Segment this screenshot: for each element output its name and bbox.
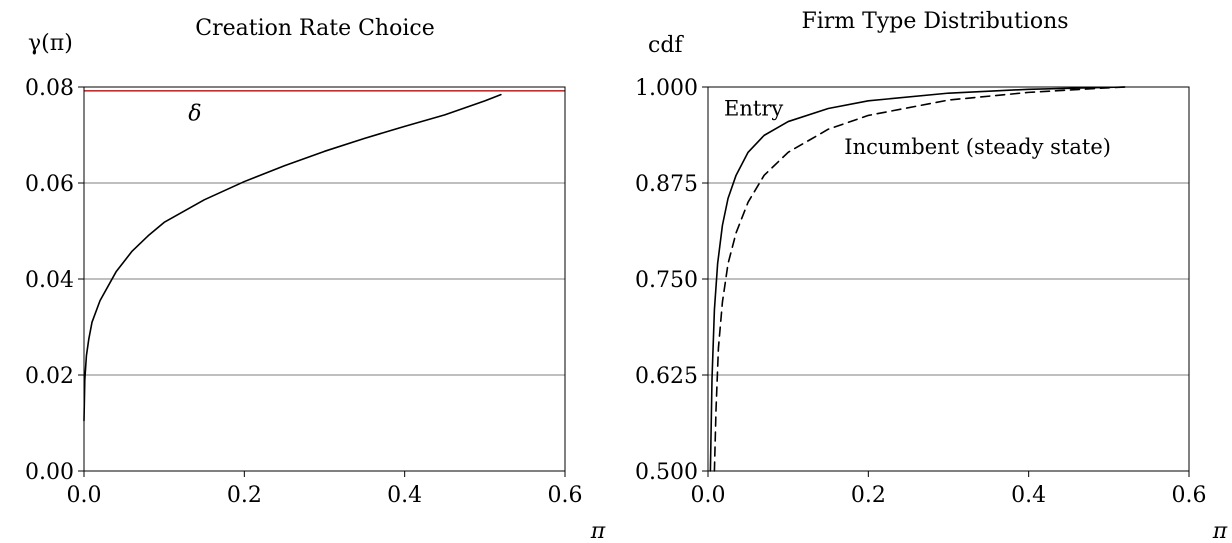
y-tick-label: 1.000 bbox=[635, 76, 698, 101]
x-tick-label: 0.4 bbox=[387, 483, 422, 508]
chart-title: Creation Rate Choice bbox=[195, 16, 434, 41]
x-tick-label: 0.2 bbox=[227, 483, 262, 508]
x-tick-label: 0.0 bbox=[67, 483, 102, 508]
chart-panel-creation-rate: Creation Rate Choice γ(π) π 0.00 0.02 0.04… bbox=[25, 16, 606, 543]
annotation-incumbent: Incumbent (steady state) bbox=[844, 135, 1111, 159]
y-tick-label: 0.625 bbox=[635, 364, 698, 389]
series-line-entry bbox=[709, 86, 1126, 472]
x-axis-label: π bbox=[590, 519, 606, 543]
chart-panel-firm-type: Firm Type Distributions cdf π 0.500 0.625… bbox=[635, 9, 1228, 543]
y-tick-label: 0.04 bbox=[25, 268, 74, 293]
y-tick-label: 0.02 bbox=[25, 364, 74, 389]
x-tick-label: 0.6 bbox=[548, 483, 583, 508]
y-axis-label: cdf bbox=[648, 33, 684, 58]
series-line-incumbent bbox=[713, 86, 1126, 472]
x-axis-label: π bbox=[1212, 519, 1228, 543]
annotation-entry: Entry bbox=[724, 96, 783, 120]
y-tick-label: 0.875 bbox=[635, 172, 698, 197]
x-tick-label: 0.6 bbox=[1172, 483, 1207, 508]
y-tick-label: 0.08 bbox=[25, 76, 74, 101]
y-tick-label: 0.06 bbox=[25, 172, 74, 197]
x-tick-label: 0.0 bbox=[691, 483, 726, 508]
y-tick-label: 0.750 bbox=[635, 268, 698, 293]
series-line-gamma bbox=[83, 93, 502, 422]
y-tick-label: 0.00 bbox=[25, 460, 74, 485]
chart-title: Firm Type Distributions bbox=[801, 9, 1068, 34]
y-axis-label: γ(π) bbox=[28, 31, 73, 56]
y-tick-label: 0.500 bbox=[635, 460, 698, 485]
annotation-delta: δ bbox=[188, 102, 201, 127]
x-tick-label: 0.4 bbox=[1011, 483, 1046, 508]
x-tick-label: 0.2 bbox=[851, 483, 886, 508]
